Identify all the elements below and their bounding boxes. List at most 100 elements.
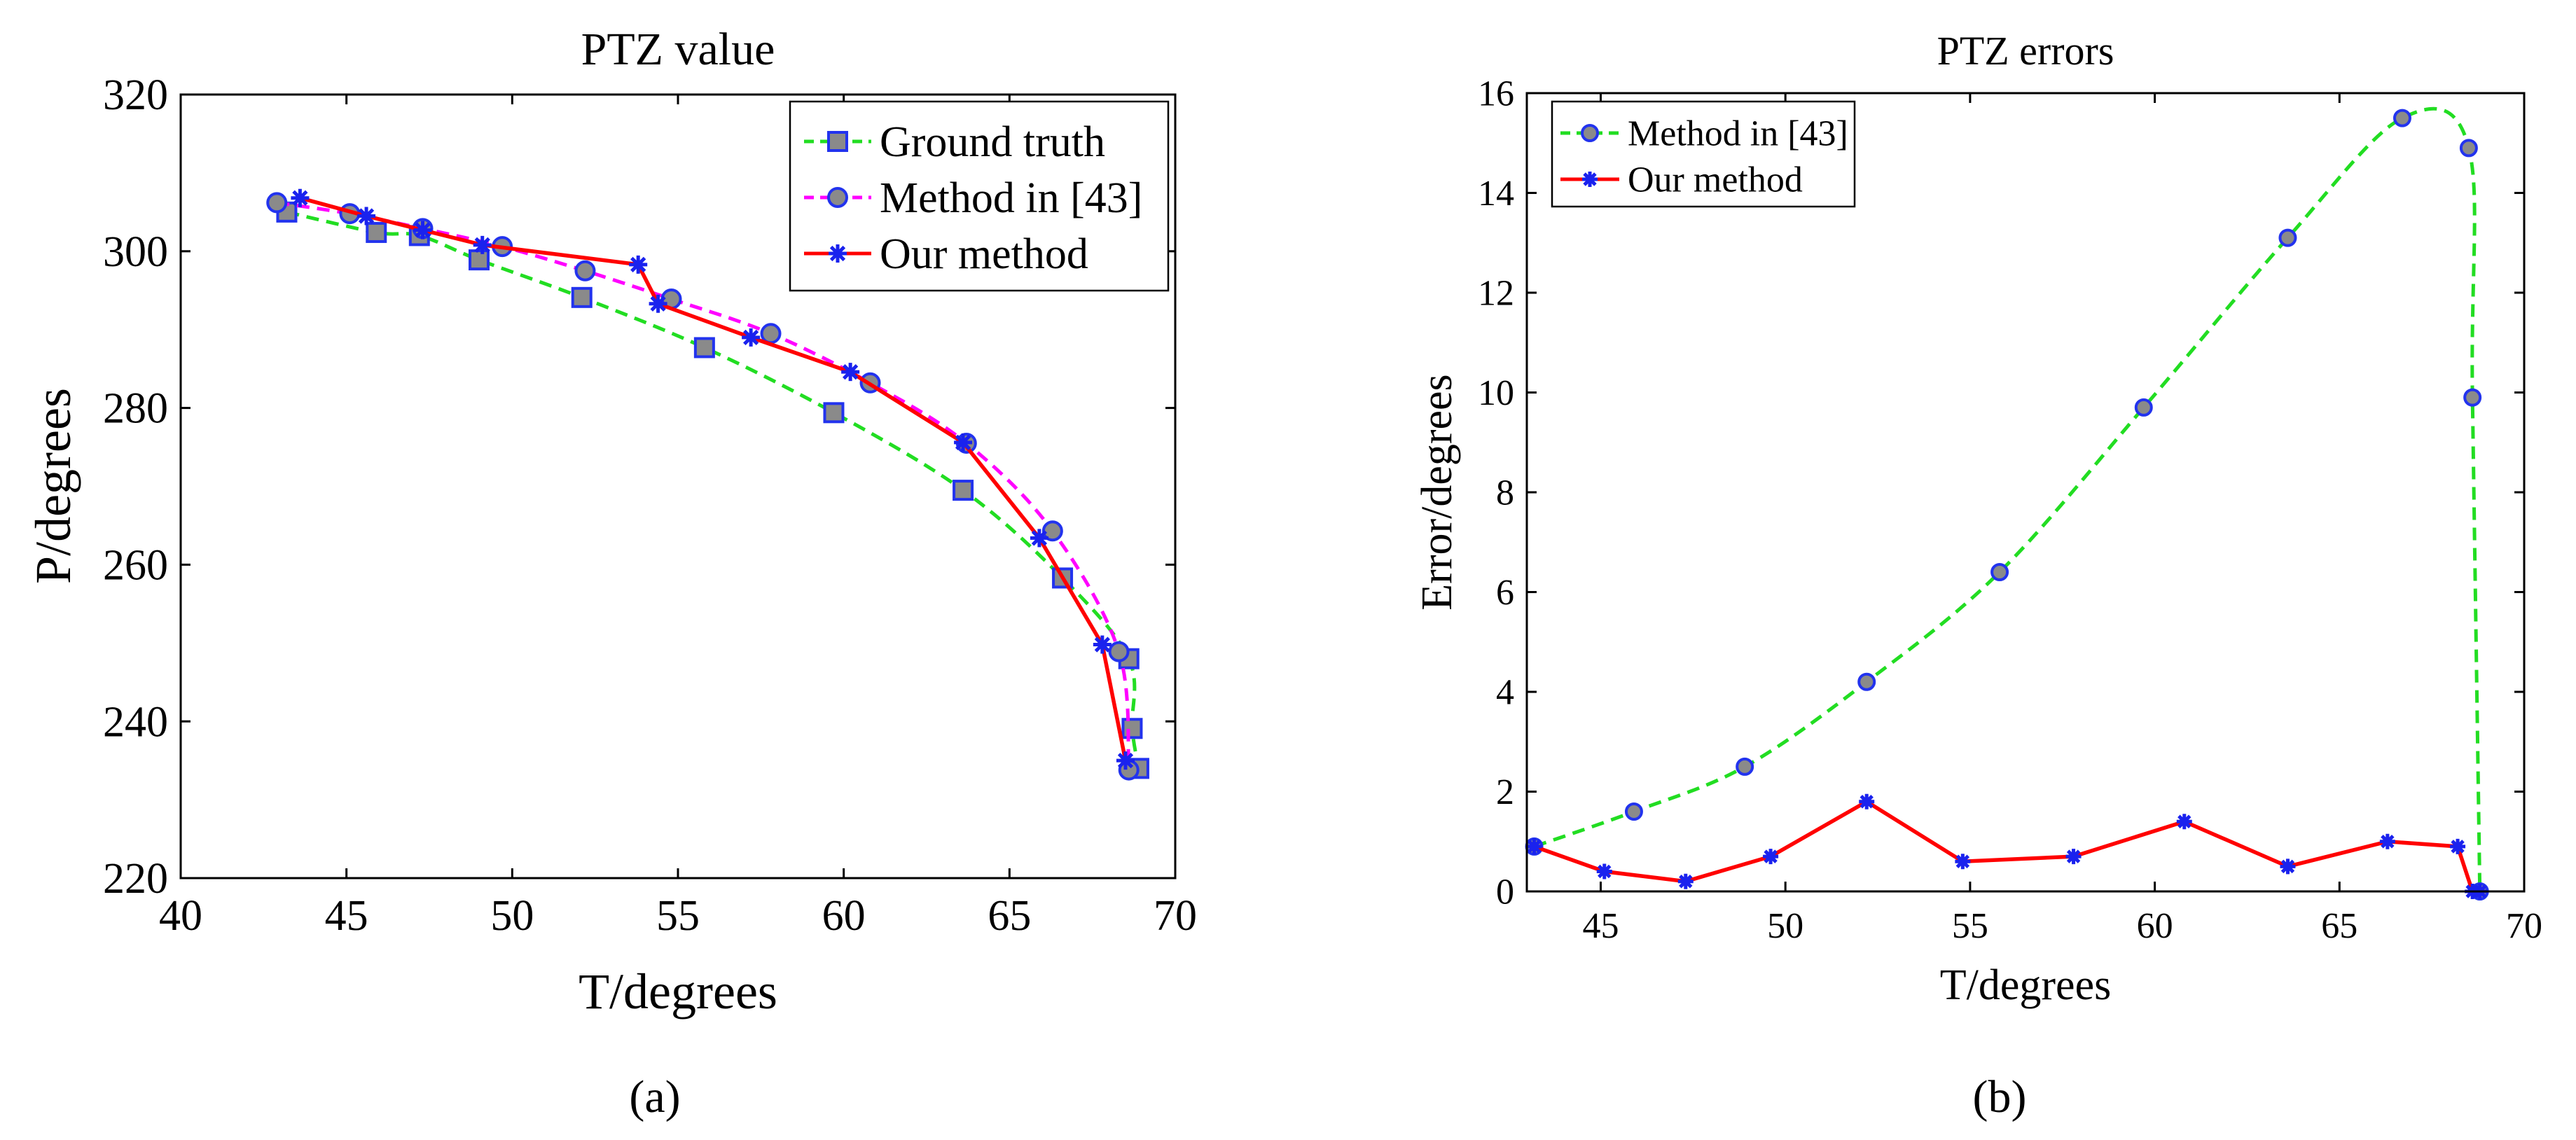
y-tick-label: 320 bbox=[103, 71, 168, 119]
legend-marker-method-in-43 bbox=[1581, 124, 1599, 142]
y-tick-label: 280 bbox=[103, 385, 168, 433]
x-tick-label: 60 bbox=[822, 892, 866, 940]
data-point-our-method bbox=[841, 363, 860, 382]
data-point-ground-truth bbox=[366, 221, 387, 243]
x-tick-label: 40 bbox=[159, 892, 202, 940]
y-tick-label: 16 bbox=[1478, 74, 1514, 114]
legend-marker-our-method bbox=[829, 244, 847, 263]
data-point-method-in-43 bbox=[2459, 139, 2478, 158]
x-tick-label: 45 bbox=[325, 892, 368, 940]
y-tick-label: 240 bbox=[103, 698, 168, 746]
data-point-our-method bbox=[742, 328, 761, 347]
panel-b-label: (b) bbox=[1973, 1071, 2027, 1122]
data-point-our-method bbox=[413, 221, 432, 239]
data-point-method-in-43 bbox=[1857, 672, 1876, 691]
panel-a-legend: Ground truth Method in [43] Our method bbox=[789, 100, 1170, 292]
data-point-ground-truth bbox=[469, 249, 490, 271]
data-point-our-method bbox=[1677, 873, 1694, 889]
legend-marker-ground-truth bbox=[827, 131, 848, 152]
panel-b: PTZ errors 45 50 55 60 65 70 0 2 4 6 8 10 12 14 16 T/d… bbox=[1413, 28, 2542, 1122]
panel-a-title: PTZ value bbox=[581, 24, 775, 75]
data-point-our-method bbox=[1763, 849, 1779, 865]
data-point-our-method bbox=[2450, 838, 2466, 854]
legend-marker-our-method bbox=[1582, 172, 1598, 187]
panel-b-title: PTZ errors bbox=[1937, 28, 2114, 74]
y-tick-label: 8 bbox=[1496, 473, 1514, 513]
y-tick-label: 12 bbox=[1478, 274, 1514, 314]
legend-label-our-method: Our method bbox=[880, 230, 1088, 278]
panel-a-xlabel: T/degrees bbox=[579, 964, 777, 1020]
y-tick-label: 6 bbox=[1496, 573, 1514, 613]
legend-label-method-in-43: Method in [43] bbox=[1628, 114, 1848, 154]
data-point-method-in-43 bbox=[1041, 520, 1063, 542]
data-point-method-in-43 bbox=[1624, 802, 1643, 821]
data-point-method-in-43 bbox=[2134, 398, 2153, 417]
series-method-in-43 bbox=[1525, 106, 2489, 901]
y-tick-label: 0 bbox=[1496, 873, 1514, 912]
data-point-our-method bbox=[629, 255, 648, 274]
data-point-method-in-43 bbox=[574, 260, 596, 281]
data-point-method-in-43 bbox=[1108, 641, 1130, 662]
data-point-our-method bbox=[1093, 635, 1112, 654]
data-point-our-method bbox=[2176, 814, 2192, 830]
panel-a-ylabel: P/degrees bbox=[25, 388, 81, 584]
data-point-method-in-43 bbox=[1736, 757, 1754, 776]
y-tick-label: 4 bbox=[1496, 673, 1514, 713]
series-line-method-in-43 bbox=[1533, 106, 2482, 892]
legend-label-our-method: Our method bbox=[1628, 160, 1803, 200]
data-point-our-method bbox=[649, 294, 667, 313]
y-tick-label: 2 bbox=[1496, 772, 1514, 812]
data-point-method-in-43 bbox=[2393, 109, 2411, 127]
data-point-method-in-43 bbox=[2278, 228, 2297, 247]
x-tick-label: 55 bbox=[656, 892, 700, 940]
y-tick-label: 260 bbox=[103, 541, 168, 589]
data-point-our-method bbox=[2379, 833, 2395, 849]
y-tick-label: 220 bbox=[103, 855, 168, 903]
data-point-ground-truth bbox=[823, 402, 845, 424]
x-tick-label: 70 bbox=[1154, 892, 1197, 940]
data-point-method-in-43 bbox=[1990, 563, 2009, 581]
panel-b-legend: Method in [43] Our method bbox=[1551, 100, 1856, 208]
data-point-our-method bbox=[2280, 859, 2296, 875]
data-point-our-method bbox=[2065, 849, 2082, 865]
data-point-ground-truth bbox=[953, 480, 974, 501]
y-tick-label: 14 bbox=[1478, 174, 1514, 214]
x-tick-label: 65 bbox=[988, 892, 1031, 940]
data-point-our-method bbox=[1955, 854, 1971, 870]
x-tick-label: 65 bbox=[2321, 906, 2357, 946]
legend-label-method-in-43: Method in [43] bbox=[880, 174, 1142, 222]
data-point-method-in-43 bbox=[760, 323, 782, 345]
data-point-our-method bbox=[1526, 838, 1542, 854]
panel-a: PTZ value 40 45 50 55 60 65 70 220 240 260 280 300 3… bbox=[25, 24, 1197, 1122]
data-point-our-method bbox=[1030, 529, 1048, 548]
data-point-ground-truth bbox=[693, 337, 715, 359]
x-tick-label: 50 bbox=[1767, 906, 1803, 946]
series-line-ground-truth bbox=[286, 210, 1141, 769]
data-point-our-method bbox=[357, 207, 376, 225]
series-our-method bbox=[291, 188, 1135, 770]
x-tick-label: 50 bbox=[490, 892, 534, 940]
data-point-our-method bbox=[1116, 751, 1135, 770]
data-point-method-in-43 bbox=[2463, 388, 2482, 407]
data-point-ground-truth bbox=[571, 286, 593, 308]
panel-b-xlabel: T/degrees bbox=[1940, 961, 2111, 1009]
x-tick-label: 45 bbox=[1582, 906, 1619, 946]
legend-marker-method-in-43 bbox=[827, 187, 848, 208]
panel-b-ylabel: Error/degrees bbox=[1413, 374, 1461, 610]
y-tick-label: 10 bbox=[1478, 373, 1514, 413]
x-tick-label: 55 bbox=[1952, 906, 1988, 946]
x-tick-label: 70 bbox=[2506, 906, 2542, 946]
series-our-method bbox=[1526, 793, 2488, 899]
legend-label-ground-truth: Ground truth bbox=[880, 118, 1105, 166]
data-point-our-method bbox=[473, 235, 492, 254]
data-point-our-method bbox=[291, 188, 310, 207]
x-tick-label: 60 bbox=[2137, 906, 2173, 946]
data-point-our-method bbox=[954, 433, 973, 452]
panel-a-label: (a) bbox=[629, 1071, 680, 1122]
data-point-our-method bbox=[1596, 863, 1612, 880]
data-point-method-in-43 bbox=[266, 192, 288, 214]
series-line-our-method bbox=[299, 196, 1128, 761]
data-point-our-method bbox=[1859, 793, 1875, 809]
y-tick-label: 300 bbox=[103, 228, 168, 276]
